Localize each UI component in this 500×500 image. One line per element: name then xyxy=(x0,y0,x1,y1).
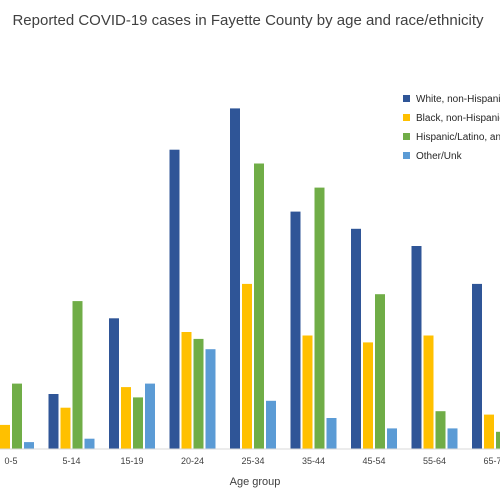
x-tick-45-54: 45-54 xyxy=(362,456,385,466)
bar-65-74-2 xyxy=(496,431,500,449)
bar-25-34-0 xyxy=(230,108,240,450)
bar-0-5-1 xyxy=(0,424,10,449)
bars xyxy=(0,108,500,450)
bar-35-44-2 xyxy=(314,187,325,449)
bar-35-44-3 xyxy=(326,418,337,449)
legend-label-0: White, non-Hispanic xyxy=(416,94,500,105)
bar-20-24-0 xyxy=(169,149,180,449)
bar-15-19-3 xyxy=(145,383,155,449)
legend-swatch-3 xyxy=(403,152,410,159)
x-tick-labels: 0-5 5-14 15-19 20-24 25-34 35-44 45-54 55-64 65-… xyxy=(4,456,500,466)
x-tick-65-74: 65-74 xyxy=(483,456,500,466)
x-tick-55-64: 55-64 xyxy=(423,456,446,466)
x-tick-35-44: 35-44 xyxy=(302,456,325,466)
bar-65-74-0 xyxy=(472,283,482,449)
bar-20-24-1 xyxy=(181,332,192,449)
bar-55-64-3 xyxy=(447,428,458,449)
bar-15-19-2 xyxy=(133,397,143,449)
legend: White, non-Hispanic Black, non-Hispanic Hi… xyxy=(403,94,500,162)
bar-0-5-2 xyxy=(12,383,22,449)
bar-0-5-3 xyxy=(24,442,34,449)
bar-5-14-3 xyxy=(84,438,95,449)
x-tick-5-14: 5-14 xyxy=(62,456,80,466)
legend-swatch-1 xyxy=(403,114,410,121)
bar-45-54-0 xyxy=(351,228,361,449)
bar-15-19-0 xyxy=(109,318,119,449)
bar-55-64-1 xyxy=(423,335,434,449)
x-tick-20-24: 20-24 xyxy=(181,456,204,466)
bar-25-34-1 xyxy=(242,283,252,449)
bar-45-54-2 xyxy=(375,294,385,449)
bar-15-19-1 xyxy=(121,387,131,449)
legend-label-3: Other/Unk xyxy=(416,151,463,162)
legend-label-2: Hispanic/Latino, any race xyxy=(416,132,500,143)
bar-20-24-3 xyxy=(205,349,216,449)
bar-25-34-2 xyxy=(254,163,264,449)
chart-title: Reported COVID-19 cases in Fayette Count… xyxy=(12,12,484,29)
bar-55-64-0 xyxy=(411,246,422,449)
bar-5-14-0 xyxy=(48,394,59,449)
bar-5-14-1 xyxy=(60,407,71,449)
x-tick-0-5: 0-5 xyxy=(4,456,17,466)
bar-25-34-3 xyxy=(266,400,276,449)
bar-35-44-0 xyxy=(290,211,301,449)
bar-35-44-1 xyxy=(302,335,313,449)
bar-65-74-1 xyxy=(484,414,494,449)
legend-label-1: Black, non-Hispanic xyxy=(416,113,500,124)
legend-swatch-2 xyxy=(403,133,410,140)
bar-45-54-3 xyxy=(387,428,397,449)
bar-45-54-1 xyxy=(363,342,373,449)
bar-55-64-2 xyxy=(435,411,446,449)
legend-swatch-0 xyxy=(403,95,410,102)
bar-5-14-2 xyxy=(72,301,83,449)
bar-20-24-2 xyxy=(193,338,204,449)
x-axis-label: Age group xyxy=(230,476,281,488)
x-tick-15-19: 15-19 xyxy=(120,456,143,466)
x-tick-25-34: 25-34 xyxy=(241,456,264,466)
